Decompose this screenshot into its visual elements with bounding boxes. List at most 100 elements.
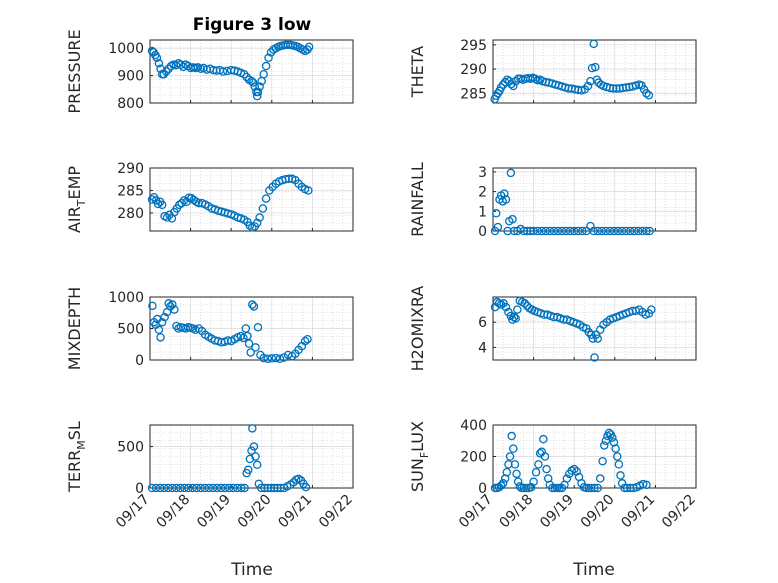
data-point — [584, 328, 594, 337]
data-point — [242, 72, 251, 82]
data-point — [156, 333, 165, 342]
panel-mixdepth: 0 500 1000 MIXDEPTH — [65, 287, 354, 370]
data-point — [605, 83, 615, 93]
data-point — [590, 353, 599, 362]
data-point — [613, 226, 623, 236]
data-point — [154, 325, 164, 335]
data-point — [216, 483, 226, 493]
data-point — [496, 481, 506, 490]
y-tick-label: 280 — [117, 206, 144, 222]
data-point — [593, 334, 602, 343]
data-point — [506, 168, 516, 178]
data-point — [561, 226, 571, 236]
data-point — [159, 483, 169, 493]
data-point — [617, 479, 627, 488]
data-point — [164, 483, 173, 493]
data-point — [501, 195, 511, 204]
data-point — [574, 226, 583, 236]
data-point — [259, 69, 268, 79]
data-point — [540, 452, 550, 461]
data-point — [161, 67, 171, 76]
data-point — [170, 305, 179, 314]
data-point — [583, 81, 593, 91]
data-point — [281, 174, 290, 184]
data-point — [209, 65, 218, 75]
data-point — [541, 226, 551, 236]
data-point — [253, 87, 263, 97]
data-point — [504, 460, 513, 469]
data-point — [184, 483, 193, 493]
y-axis-label: RAINFALL — [408, 162, 427, 237]
data-point — [601, 226, 611, 236]
data-point — [301, 482, 311, 492]
data-point — [236, 331, 246, 341]
data-point — [266, 48, 276, 57]
panel-sun_flux: 0 200 400 SUNFLUX 09/17 09/18 09/19 09/20 09/21 0… — [408, 418, 699, 531]
data-point — [254, 479, 264, 489]
data-point — [647, 305, 656, 314]
data-point — [557, 226, 567, 236]
data-point — [645, 226, 654, 236]
data-point — [251, 452, 260, 461]
y-tick-label: 4 — [478, 340, 487, 356]
data-point — [248, 300, 257, 309]
data-point — [247, 446, 256, 455]
data-point — [244, 339, 254, 348]
data-point — [304, 186, 313, 195]
x-tick-label: 09/19 — [194, 492, 234, 532]
data-point — [593, 226, 602, 236]
data-point — [164, 64, 173, 74]
data-point — [599, 441, 609, 450]
data-point — [562, 474, 572, 483]
data-point — [202, 65, 212, 74]
data-point — [642, 480, 651, 490]
data-point — [228, 483, 238, 493]
data-point — [249, 302, 259, 311]
data-point — [147, 195, 157, 204]
data-point — [218, 67, 228, 76]
data-point — [612, 452, 622, 461]
data-point — [154, 59, 164, 68]
data-point — [617, 226, 627, 236]
data-point — [569, 464, 579, 474]
x-tick-label: 09/17 — [113, 492, 153, 532]
data-point — [155, 483, 165, 493]
data-point — [545, 226, 555, 236]
data-point — [252, 460, 262, 470]
data-point — [508, 214, 517, 224]
data-point — [212, 483, 222, 493]
data-point — [614, 460, 624, 469]
data-point — [259, 353, 268, 363]
data-point — [589, 39, 598, 49]
y-axis-label: SUNFLUX — [408, 421, 431, 492]
data-point — [498, 479, 508, 488]
data-point — [625, 226, 635, 236]
data-point — [204, 483, 214, 493]
data-point — [491, 209, 501, 218]
data-point — [493, 222, 503, 232]
data-point — [620, 483, 629, 493]
axes-box — [149, 296, 354, 361]
data-point — [519, 226, 529, 236]
data-point — [152, 53, 162, 63]
y-tick-label: 0 — [135, 481, 144, 497]
data-point — [553, 226, 563, 236]
data-point — [509, 444, 518, 453]
y-tick-label: 2 — [478, 185, 487, 201]
data-point — [177, 198, 186, 208]
data-point — [174, 200, 184, 210]
data-point — [587, 483, 596, 493]
y-axis-label: TERRMSL — [65, 421, 88, 493]
x-tick-label: 09/20 — [235, 492, 275, 532]
data-point — [252, 91, 262, 101]
data-point — [273, 483, 282, 493]
data-point — [569, 226, 579, 236]
panel-theta: 285 290 295 THETA — [408, 38, 697, 104]
data-point — [240, 483, 249, 493]
data-point — [245, 221, 255, 230]
y-axis-label: THETA — [408, 46, 427, 98]
data-point — [591, 62, 600, 72]
data-point — [572, 467, 581, 476]
x-tick-label: 09/18 — [497, 492, 537, 532]
